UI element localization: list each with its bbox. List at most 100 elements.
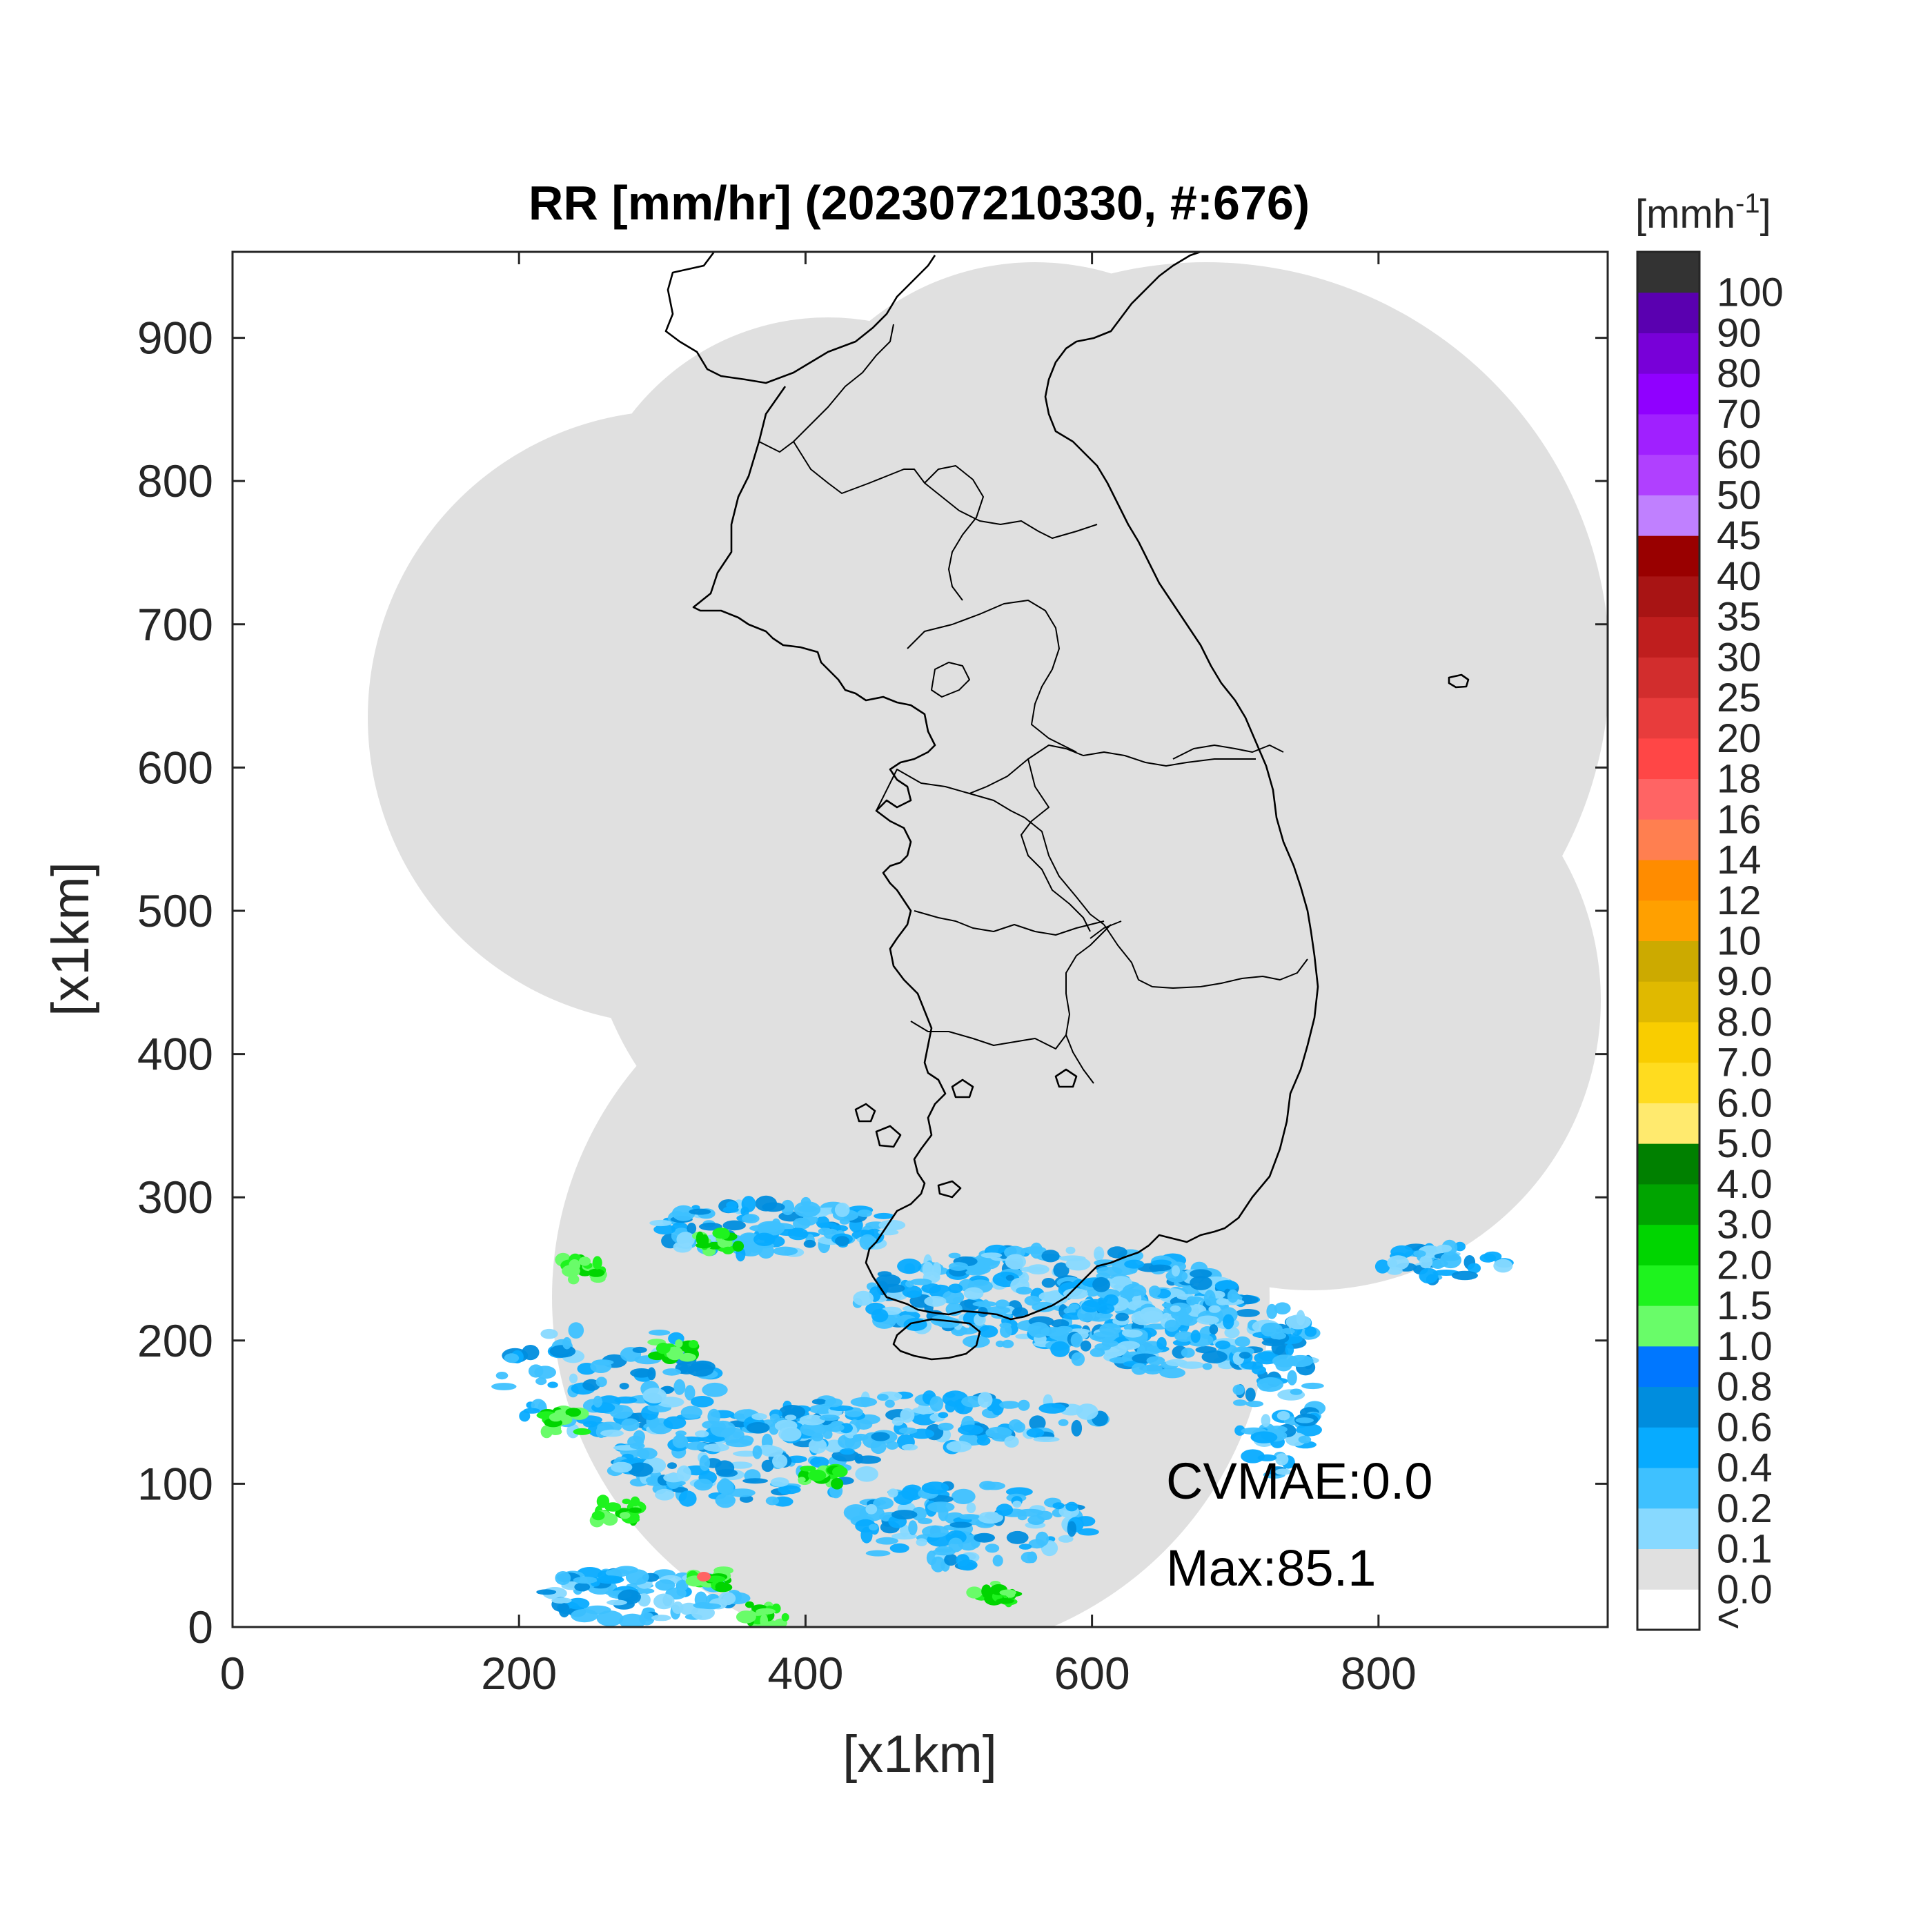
precip-cell	[1090, 1348, 1105, 1357]
precip-cell	[860, 1526, 873, 1544]
precip-cell	[793, 1217, 811, 1230]
precip-cell	[887, 1488, 898, 1498]
colorbar-tick-label: 40	[1717, 554, 1762, 599]
precip-cell	[978, 1325, 998, 1338]
precip-cell	[797, 1205, 818, 1212]
precip-cell	[1117, 1341, 1141, 1350]
precip-cell	[948, 1252, 961, 1259]
precip-cell	[1012, 1500, 1022, 1508]
precip-cell	[938, 1422, 954, 1431]
precip-cell	[1202, 1363, 1212, 1370]
colorbar-tick-label: 5.0	[1717, 1121, 1773, 1166]
precip-cell	[780, 1199, 795, 1216]
precip-cell	[876, 1537, 898, 1545]
precip-cell	[921, 1481, 949, 1495]
x-tick-label: 400	[767, 1648, 843, 1699]
colorbar-tick-label: 25	[1717, 676, 1762, 720]
colorbar-tick-label: 16	[1717, 797, 1762, 842]
precip-cell	[1131, 1363, 1147, 1375]
precip-cell	[726, 1201, 738, 1210]
precip-cell	[825, 1423, 845, 1432]
precip-cell	[916, 1538, 927, 1546]
precip-cell	[873, 1497, 894, 1510]
precip-cell	[655, 1488, 675, 1501]
precip-cell	[1142, 1310, 1163, 1323]
precip-cell	[1275, 1453, 1289, 1466]
precip-cell	[1451, 1270, 1478, 1281]
precip-cell	[627, 1462, 653, 1477]
precip-cell	[1296, 1423, 1322, 1437]
precip-cell	[1080, 1340, 1092, 1352]
precip-cell	[642, 1388, 667, 1403]
colorbar-tick-label: 10	[1717, 919, 1762, 964]
precip-cell	[1165, 1359, 1188, 1367]
precip-cell	[894, 1490, 914, 1505]
precip-cell	[1234, 1336, 1251, 1348]
y-tick-label: 800	[137, 455, 213, 506]
colorbar-tick-label: 0.1	[1717, 1527, 1773, 1572]
colorbar-swatch	[1637, 333, 1699, 374]
precip-cell	[746, 1422, 770, 1434]
precip-cell	[1018, 1544, 1032, 1550]
precip-cell	[619, 1613, 646, 1627]
precip-cell	[673, 1379, 686, 1395]
precip-cell	[1252, 1366, 1266, 1375]
precip-cell	[632, 1346, 647, 1353]
colorbar-swatch	[1637, 1103, 1699, 1144]
precip-cell	[653, 1593, 675, 1610]
precip-cell	[667, 1462, 677, 1470]
colorbar-tick-label: 1.5	[1717, 1283, 1773, 1328]
precip-cell-heavy	[569, 1259, 581, 1272]
precip-cell	[1059, 1255, 1086, 1261]
precip-cell	[948, 1283, 963, 1294]
precip-cell	[1374, 1259, 1390, 1274]
precip-cell	[728, 1488, 756, 1497]
precip-cell	[1242, 1294, 1252, 1304]
precip-cell	[762, 1202, 785, 1212]
precip-cell	[843, 1504, 869, 1521]
precip-cell-heavy	[592, 1256, 602, 1270]
precip-cell	[1092, 1331, 1117, 1343]
y-tick-label: 100	[137, 1458, 213, 1509]
precip-cell	[649, 1219, 672, 1227]
precip-cell	[1208, 1305, 1221, 1313]
precip-cell	[996, 1504, 1014, 1517]
precip-cell-heavy	[715, 1581, 728, 1593]
colorbar-tick-label: 0.8	[1717, 1365, 1773, 1410]
precip-cell-heavy	[549, 1412, 563, 1422]
precip-cell-heavy	[996, 1598, 1014, 1604]
precip-cell	[1234, 1425, 1245, 1436]
precip-cell	[685, 1441, 709, 1450]
colorbar-swatch	[1637, 413, 1699, 455]
precip-cell	[1172, 1265, 1180, 1277]
colorbar-swatch	[1637, 940, 1699, 982]
precip-cell	[574, 1582, 591, 1592]
precip-cell	[822, 1429, 833, 1439]
y-tick-label: 400	[137, 1029, 213, 1080]
precip-cell	[1004, 1435, 1019, 1448]
precip-cell	[891, 1532, 918, 1540]
precip-cell	[1256, 1377, 1283, 1392]
precip-cell-heavy	[666, 1346, 684, 1361]
precip-cell	[874, 1212, 894, 1219]
colorbar-tick-label: 30	[1717, 635, 1762, 680]
precip-cell	[1479, 1253, 1497, 1263]
precip-cell	[810, 1457, 829, 1468]
colorbar-swatch	[1637, 657, 1699, 698]
precip-cell-heavy	[712, 1228, 730, 1239]
precip-cell	[1276, 1411, 1290, 1421]
precip-cell	[523, 1408, 540, 1414]
precip-cell	[555, 1571, 571, 1585]
precip-cell	[949, 1521, 972, 1528]
colorbar-tick-label: 0.6	[1717, 1405, 1773, 1450]
precip-cell	[695, 1430, 709, 1438]
colorbar-tick-label: 70	[1717, 392, 1762, 437]
y-axis-label: [x1km]	[41, 862, 100, 1016]
colorbar-tick-label: 9.0	[1717, 959, 1773, 1004]
precip-cell	[569, 1373, 578, 1384]
precip-cell	[571, 1608, 598, 1623]
precip-cell	[614, 1396, 638, 1404]
colorbar-tick-label: 0.0	[1717, 1567, 1773, 1612]
precip-cell	[1196, 1315, 1219, 1325]
precip-cell	[1052, 1502, 1065, 1510]
